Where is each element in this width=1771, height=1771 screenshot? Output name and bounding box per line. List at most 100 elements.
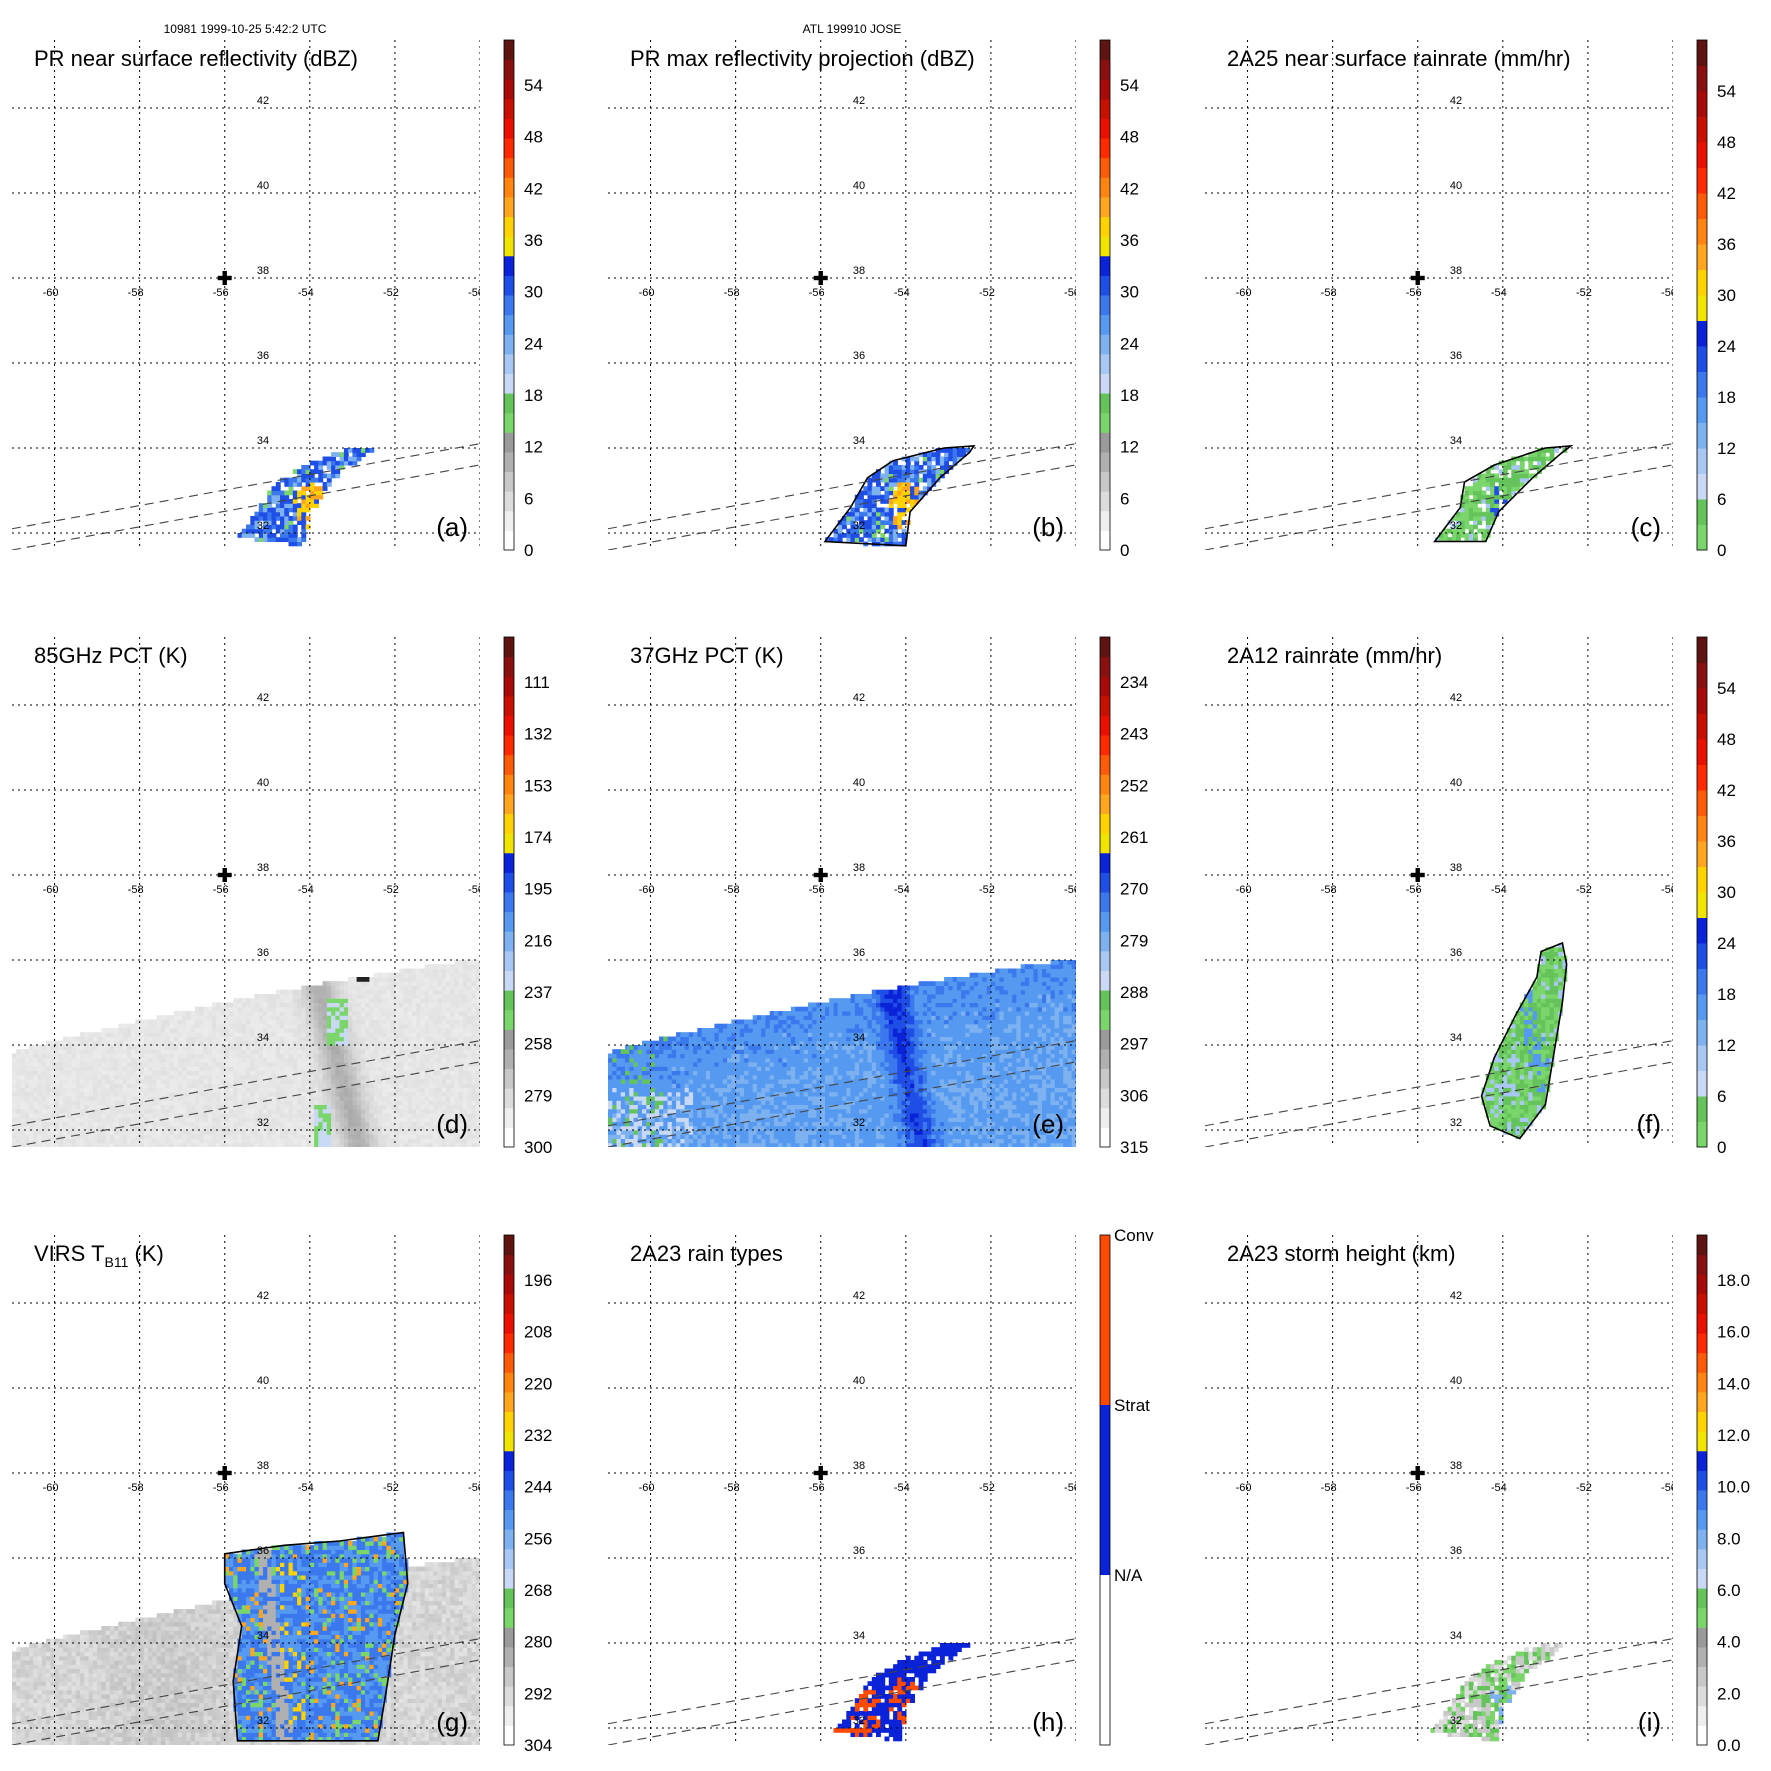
rain-cell [901,494,907,500]
rain-cell [280,499,285,504]
swath-cell [246,1087,251,1093]
swath-cell [194,1036,200,1042]
swath-cell [288,1066,294,1071]
swath-cell [250,1104,256,1110]
rain-cell [284,533,290,538]
swath-cell [186,1083,192,1088]
swath-cell [373,1091,379,1097]
swath-cell [407,1134,413,1139]
swath-cell [246,1019,251,1025]
swath-cell [463,964,468,969]
swath-cell [301,1134,307,1139]
rain-cell [897,541,903,547]
swath-cell [352,1079,358,1084]
swath-cell [314,1096,319,1101]
swath-cell [229,1019,234,1025]
swath-cell [399,1142,405,1147]
swath-cell [428,1002,434,1008]
rain-cell [1481,511,1487,517]
swath-cell [314,1006,319,1012]
rain-cell [901,499,907,504]
rain-cell [1515,456,1521,462]
swath-cell [343,1091,349,1097]
swath-cell [58,1074,64,1080]
swath-cell [343,1138,349,1144]
swath-cell [212,1023,217,1029]
swath-cell [246,1062,251,1067]
swath-cell [224,1032,230,1037]
swath-cell [207,1023,213,1029]
rain-cell [901,511,907,517]
swath-cell [24,1121,30,1127]
swath-cell [446,989,451,995]
swath-cell [463,1057,468,1063]
swath-cell [373,1083,379,1088]
swath-cell [463,968,468,974]
swath-cell [212,1066,217,1071]
swath-cell [250,1138,256,1144]
swath-cell [29,1117,34,1122]
swath-cell [467,998,473,1003]
swath-cell [297,1066,302,1071]
swath-cell [629,1091,635,1097]
swath-cell [326,1108,332,1114]
swath-cell [67,1100,73,1105]
swath-cell [394,1036,400,1042]
rain-cell [275,511,281,517]
swath-cell [267,1011,273,1016]
swath-cell [29,1091,34,1097]
swath-cell [331,1083,336,1088]
swath-cell [356,1125,362,1131]
swath-cell [67,1091,73,1097]
rain-cell [326,473,332,479]
swath-cell [352,1096,358,1101]
swath-cell [428,1108,434,1114]
swath-cell [58,1108,64,1114]
rain-cell [1460,528,1466,534]
swath-cell [348,1066,353,1071]
swath-cell [331,1036,336,1042]
rain-cell [288,537,294,542]
rain-cell [1460,499,1466,504]
swath-cell [143,1130,149,1135]
swath-cell [169,1040,175,1046]
swath-cell [177,1028,183,1033]
swath-cell [280,1066,285,1071]
swath-cell [437,1138,443,1144]
swath-cell [75,1062,81,1067]
swath-cell [424,1096,430,1101]
swath-cell [118,1142,124,1147]
swath-cell [365,981,370,986]
swath-cell [152,1066,158,1071]
swath-cell [390,1049,396,1054]
swath-cell [309,1079,315,1084]
swath-cell [348,1121,353,1127]
swath-cell [254,1134,260,1139]
swath-cell [212,1036,217,1042]
swath-cell [339,1023,345,1029]
swath-cell [335,1049,341,1054]
swath-cell [199,1138,205,1144]
swath-cell [207,1142,213,1147]
swath-cell [114,1079,119,1084]
swath-cell [33,1057,39,1063]
swath-cell [390,1130,396,1135]
swath-cell [126,1079,132,1084]
rain-cell [1490,486,1495,491]
swath-cell [369,1006,375,1012]
swath-cell [386,1134,392,1139]
swath-cell [399,972,405,978]
rain-cell [1468,490,1474,496]
rain-cell [258,528,264,534]
swath-cell [339,1011,345,1016]
swath-cell [101,1070,107,1076]
swath-cell [267,1066,273,1071]
swath-cell [203,1113,209,1118]
rain-cell [335,452,341,457]
swath-cell [343,985,349,991]
swath-cell [292,1040,298,1046]
swath-cell [152,1028,158,1033]
swath-cell [280,1134,285,1139]
swath-cell [173,1057,179,1063]
swath-cell [394,1104,400,1110]
